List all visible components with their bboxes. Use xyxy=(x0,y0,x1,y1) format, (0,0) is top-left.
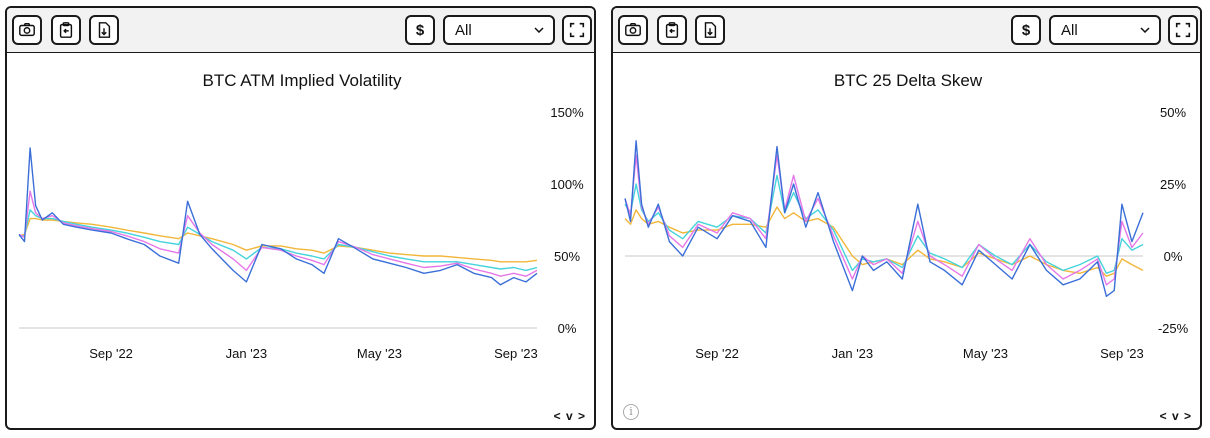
chevron-down-icon xyxy=(1140,27,1150,33)
chart-title: BTC 25 Delta Skew xyxy=(834,71,983,90)
series-line-6m xyxy=(18,217,538,263)
download-icon[interactable] xyxy=(695,15,725,45)
range-select-value: All xyxy=(455,22,472,39)
x-tick-label: May '23 xyxy=(963,346,1008,361)
y-tick-label: 25% xyxy=(1160,177,1186,192)
fullscreen-icon[interactable] xyxy=(562,15,592,45)
x-tick-label: Sep '23 xyxy=(494,346,538,361)
x-tick-label: Sep '23 xyxy=(1100,346,1144,361)
series-line-3m xyxy=(19,209,538,272)
currency-button[interactable]: $ xyxy=(405,15,435,45)
y-tick-label: 50% xyxy=(1160,105,1186,120)
download-icon[interactable] xyxy=(89,15,119,45)
y-tick-label: 0% xyxy=(1164,249,1183,264)
y-tick-label: -25% xyxy=(1158,321,1189,336)
camera-icon[interactable] xyxy=(618,15,648,45)
chart-toolbar: $ All xyxy=(613,8,1200,53)
series-line-1m xyxy=(624,154,1144,286)
currency-label: $ xyxy=(415,21,425,39)
range-select[interactable]: All xyxy=(443,15,555,45)
chevron-down-icon xyxy=(534,27,544,33)
range-select[interactable]: All xyxy=(1049,15,1161,45)
iv-chart-panel: $ All BTC ATM Implied Volatility 150% 100%… xyxy=(5,6,596,430)
x-tick-label: May '23 xyxy=(357,346,402,361)
fullscreen-icon[interactable] xyxy=(1168,15,1198,45)
camera-icon[interactable] xyxy=(12,15,42,45)
currency-button[interactable]: $ xyxy=(1011,15,1041,45)
x-tick-label: Sep '22 xyxy=(89,346,133,361)
chart-nav-hint[interactable]: < v > xyxy=(1159,409,1192,423)
series-line-6m xyxy=(624,206,1144,277)
chart-nav-hint[interactable]: < v > xyxy=(553,409,586,423)
series-line-1w xyxy=(624,140,1144,298)
skew-chart: BTC 25 Delta Skew 50% 25% 0% -25% Sep '22 Jan … xyxy=(624,71,1189,361)
iv-chart: BTC ATM Implied Volatility 150% 100% 50% 0% S… xyxy=(18,71,584,361)
y-tick-label: 50% xyxy=(554,249,580,264)
x-tick-label: Sep '22 xyxy=(695,346,739,361)
series-line-1m xyxy=(18,190,538,277)
x-tick-label: Jan '23 xyxy=(832,346,874,361)
x-tick-label: Jan '23 xyxy=(226,346,268,361)
skew-chart-panel: $ All BTC 25 Delta Skew 50% 25% 0% -25% Sep '… xyxy=(611,6,1202,430)
chart-title: BTC ATM Implied Volatility xyxy=(202,71,402,90)
chart-toolbar: $ All xyxy=(7,8,594,53)
currency-label: $ xyxy=(1021,21,1031,39)
range-select-value: All xyxy=(1061,22,1078,39)
clipboard-icon[interactable] xyxy=(51,15,81,45)
y-tick-label: 100% xyxy=(550,177,584,192)
y-tick-label: 0% xyxy=(558,321,577,336)
y-tick-label: 150% xyxy=(550,105,584,120)
clipboard-icon[interactable] xyxy=(657,15,687,45)
info-icon[interactable]: i xyxy=(623,404,639,420)
series-line-3m xyxy=(624,174,1144,275)
series-line-1w xyxy=(18,147,538,286)
